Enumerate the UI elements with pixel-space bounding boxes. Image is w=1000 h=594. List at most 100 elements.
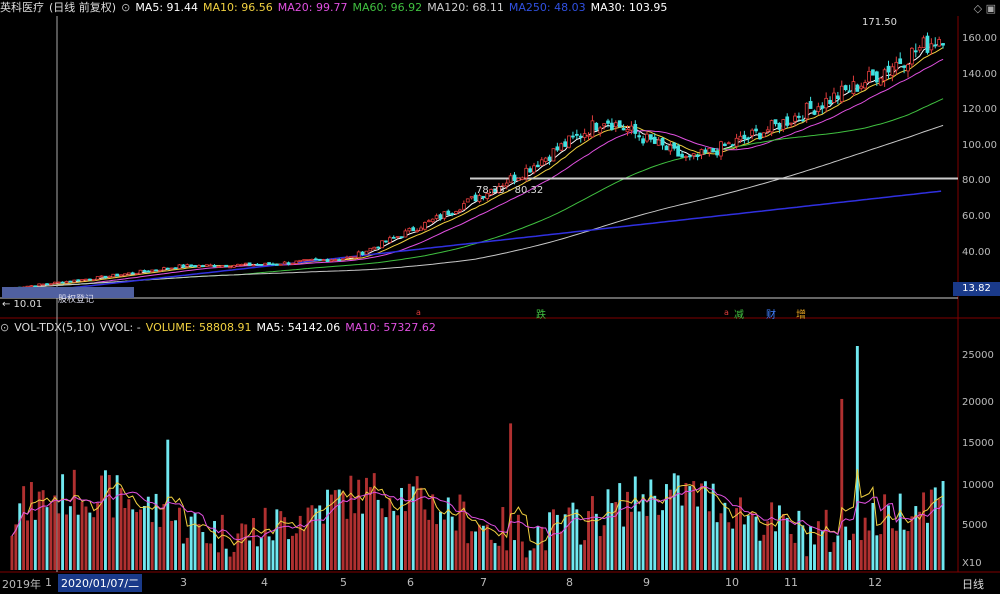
volume-bar	[345, 518, 349, 570]
candle-body	[863, 82, 867, 89]
volume-bar	[887, 505, 890, 570]
candle-body	[255, 263, 260, 266]
volume-bar	[29, 482, 33, 570]
candle-body	[497, 186, 501, 193]
candle-body	[851, 81, 856, 94]
candle-body	[56, 281, 61, 284]
marker-increase[interactable]: 增	[796, 310, 806, 321]
volume-bar	[501, 507, 505, 570]
volume-bar	[598, 536, 602, 570]
vol-title: VOL-TDX(5,10)	[14, 321, 95, 334]
candle-body	[586, 134, 591, 137]
volume-bar	[883, 494, 887, 570]
candle-body	[469, 196, 474, 199]
candle-body	[493, 188, 497, 192]
volume-bar	[548, 512, 552, 570]
volume-bar	[875, 535, 879, 570]
volume-bar	[166, 439, 170, 570]
volume-bar	[162, 504, 166, 570]
volume-bar	[333, 490, 337, 570]
candle-body	[730, 144, 735, 147]
volume-bar	[563, 514, 567, 570]
volume-bar	[758, 540, 762, 570]
price-tick: 60.00	[962, 211, 991, 222]
candle-body	[754, 128, 758, 132]
candle-body	[785, 116, 790, 126]
candle-body	[477, 195, 482, 202]
volume-bar	[213, 521, 216, 570]
volume-bar	[902, 529, 906, 570]
volume-bar	[816, 521, 820, 570]
marker-reduce[interactable]: 减	[734, 310, 744, 321]
period-selector[interactable]: 日线	[962, 578, 984, 591]
vol-ma10-line	[11, 485, 944, 541]
candle-body	[699, 149, 704, 156]
volume-bar	[622, 526, 626, 570]
hline-label: 78.33 - 80.32	[476, 185, 544, 196]
month-label: 10	[725, 576, 739, 589]
candle-body	[415, 230, 419, 233]
volume-bar	[633, 476, 637, 570]
candle-body	[391, 236, 396, 239]
ma120-line	[11, 124, 944, 289]
volume-bar	[357, 479, 361, 570]
candle-body	[613, 122, 618, 128]
candle-body	[313, 258, 318, 261]
ma-toggle-icon[interactable]: ⊙	[121, 1, 131, 14]
volume-bar	[322, 523, 326, 570]
vol-ma5-value: MA5: 54142.06	[256, 321, 341, 334]
candle-body	[734, 137, 739, 147]
volume-bar	[867, 530, 871, 570]
volume-bar	[707, 511, 711, 570]
volume-bar	[298, 515, 302, 570]
candle-body	[84, 278, 88, 281]
candle-body	[130, 272, 135, 275]
candle-body	[142, 270, 147, 272]
volume-bar	[703, 481, 707, 570]
volume-bar	[193, 513, 197, 570]
candle-body	[602, 123, 606, 127]
volume-bar	[419, 487, 423, 570]
volume-bar	[80, 502, 84, 570]
dividend-box[interactable]: 股权登记	[2, 287, 134, 305]
volume-bar	[318, 505, 322, 570]
volume-bar	[493, 543, 497, 570]
volume-bar	[259, 537, 263, 570]
candle-body	[652, 136, 657, 144]
volume-bar	[797, 510, 801, 570]
candle-body	[758, 132, 762, 140]
volume-bar	[898, 493, 902, 570]
candle-body	[216, 266, 221, 268]
volume-bar	[590, 496, 594, 570]
candle-body	[715, 150, 719, 156]
marker-finance[interactable]: 财	[766, 310, 776, 321]
panel-settings-icon[interactable]: ◇ ▣	[973, 2, 996, 15]
candle-body	[119, 274, 123, 277]
volume-bar	[275, 509, 279, 570]
candle-body	[169, 267, 174, 270]
volume-bar	[661, 510, 664, 570]
candle-body	[99, 275, 104, 278]
volume-bar	[544, 550, 548, 570]
candle-body	[629, 125, 634, 131]
volume-bar	[388, 497, 392, 570]
candle-body	[306, 259, 310, 261]
stock-name: 英科医疗	[0, 1, 44, 14]
volume-bar	[583, 540, 587, 570]
marker-fall[interactable]: 跌	[536, 310, 546, 321]
volume-bar	[380, 508, 384, 570]
candle-body	[208, 264, 213, 267]
cursor-date: 2020/01/07/二	[58, 574, 143, 592]
volume-bar	[291, 535, 294, 570]
candle-body	[925, 35, 930, 53]
event-dot-icon[interactable]: a	[724, 308, 729, 317]
volume-bar	[906, 531, 910, 570]
event-dot-icon[interactable]: a	[416, 308, 421, 317]
volume-bar	[805, 556, 809, 570]
vol-indicator-icon[interactable]: ⊙	[0, 321, 10, 334]
volume-bar	[353, 513, 357, 570]
candle-body	[668, 144, 673, 152]
volume-bar	[96, 502, 100, 570]
candle-body	[123, 273, 127, 276]
